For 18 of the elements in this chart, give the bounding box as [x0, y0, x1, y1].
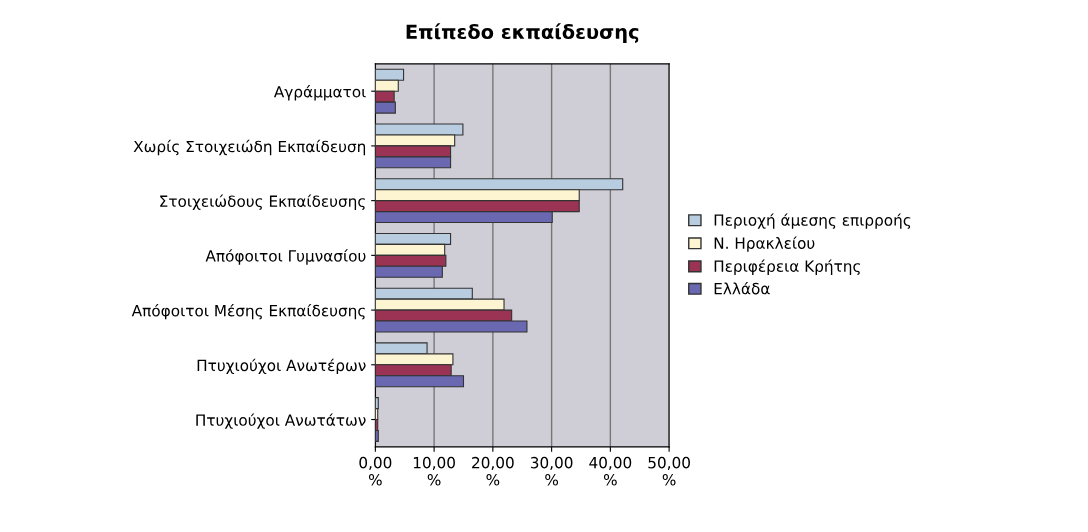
x-tick-label: 30,00 % — [530, 456, 573, 486]
chart-title: Επίπεδο εκπαίδευσης — [406, 23, 639, 43]
y-tick-label: Απόφοιτοι Γυμνασίου — [205, 249, 366, 265]
y-tick-label: Πτυχιούχοι Ανωτάτων — [196, 413, 366, 429]
y-tick-label: Απόφοιτοι Μέσης Εκπαίδευσης — [131, 303, 365, 320]
legend-label: Περιοχή άμεσης επιρροής — [714, 213, 911, 229]
legend-label: Ν. Ηρακλείου — [714, 236, 815, 252]
x-tick-label: 50,00 % — [648, 456, 690, 486]
x-tick-label: 20,00 % — [472, 456, 514, 486]
legend-label: Περιφέρεια Κρήτης — [714, 259, 860, 275]
y-tick-label: Πτυχιούχοι Ανωτέρων — [197, 358, 366, 375]
y-tick-label: Αγράμματοι — [273, 85, 366, 101]
x-tick-label: 40,00 % — [589, 456, 632, 486]
x-tick-label: 10,00 % — [413, 456, 455, 486]
y-tick-label: Χωρίς Στοιχειώδη Εκπαίδευση — [133, 139, 366, 156]
y-tick-label: Στοιχειώδους Εκπαίδευσης — [160, 194, 365, 210]
legend-label: Ελλάδα — [714, 281, 770, 295]
x-tick-label: 0,00 % — [359, 456, 392, 486]
